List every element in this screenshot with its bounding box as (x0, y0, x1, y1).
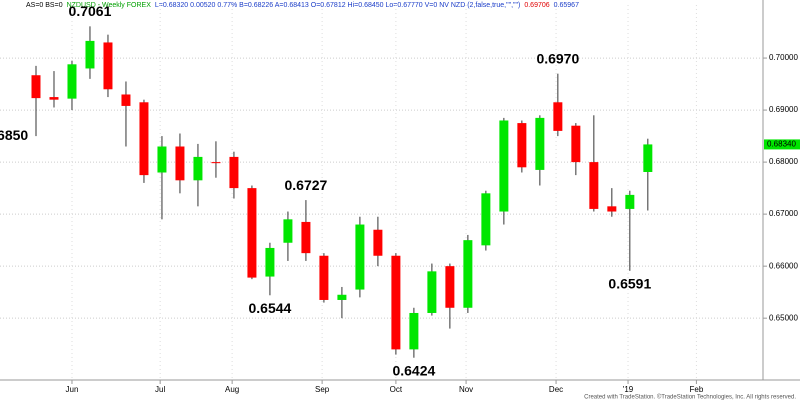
last-price-label: 0.68340 (767, 140, 796, 149)
candle-body (607, 206, 617, 212)
candle-body (553, 102, 563, 131)
header-part: AS=0 BS=0 (26, 2, 63, 9)
x-tick-label: Oct (390, 385, 403, 394)
header-part: L=0.68320 0.00520 0.77% B=0.68226 A=0.68… (155, 2, 520, 9)
candle-body (85, 40, 95, 69)
x-tick-label: Feb (690, 385, 704, 394)
last-price-tag (764, 139, 800, 150)
x-tick-label: Jun (66, 385, 79, 394)
header-part: NZDUSD - Weekly FOREX (67, 2, 152, 9)
candle-body (31, 75, 41, 99)
candle-body (373, 229, 383, 256)
y-tick-label: 0.66000 (769, 261, 798, 270)
annotation: 0.6424 (392, 362, 435, 378)
annotation: 0.6727 (285, 177, 328, 193)
y-tick-label: 0.70000 (769, 53, 798, 62)
x-tick-label: '19 (623, 385, 634, 394)
candle-body (211, 162, 221, 164)
candle-body (265, 247, 275, 277)
x-tick-label: Dec (549, 385, 563, 394)
candle-body (445, 266, 455, 308)
candle-body (283, 219, 293, 243)
candle-body (103, 42, 113, 90)
candle-body (499, 120, 509, 212)
header-part: 0.69706 (524, 2, 549, 9)
x-tick-label: Sep (315, 385, 330, 394)
candle-body (355, 224, 365, 290)
candle-body (643, 144, 653, 172)
header: AS=0 BS=0 NZDUSD - Weekly FOREX L=0.68320 … (26, 2, 579, 9)
candle-body (193, 156, 203, 181)
header-part: 0.65967 (554, 2, 579, 9)
candle-body (139, 102, 149, 176)
candle-body (301, 221, 311, 254)
candle-body (319, 255, 329, 300)
y-tick-label: 0.65000 (769, 313, 798, 322)
candle-body (121, 94, 131, 106)
annotation: 0.6591 (608, 276, 651, 292)
candle-body (337, 294, 347, 300)
candle-body (67, 64, 77, 99)
candle-body (229, 156, 239, 189)
candle-body (247, 188, 257, 278)
candle-body (517, 123, 527, 168)
candle-body (391, 255, 401, 350)
annotation: 0.7061 (69, 3, 112, 19)
x-tick-label: Aug (225, 385, 239, 394)
candle-body (625, 194, 635, 209)
candle-body (571, 125, 581, 163)
footer: Created with TradeStation. ©TradeStation… (584, 394, 796, 401)
x-tick-label: Nov (459, 385, 473, 394)
annotation: 0.6970 (536, 50, 579, 66)
x-tick-label: Jul (155, 385, 165, 394)
candle-body (463, 240, 473, 308)
y-tick-label: 0.69000 (769, 105, 798, 114)
candle-body (157, 146, 167, 173)
y-tick-label: 0.68000 (769, 157, 798, 166)
candle-body (175, 146, 185, 181)
annotation: 0.6544 (249, 300, 292, 316)
candle-body (427, 271, 437, 313)
candle-body (49, 97, 59, 100)
candle-body (481, 193, 491, 246)
candle-body (589, 162, 599, 209)
candle-body (535, 117, 545, 170)
annotation: 6850 (0, 127, 28, 143)
candle-body (409, 312, 419, 350)
y-tick-label: 0.67000 (769, 209, 798, 218)
